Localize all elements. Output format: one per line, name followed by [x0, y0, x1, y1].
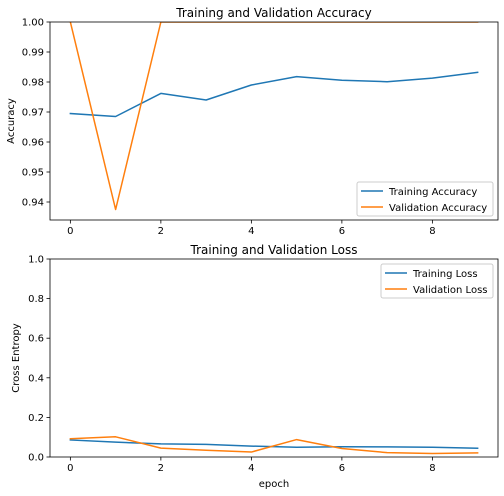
loss-y-tick-label: 0.0	[28, 453, 44, 464]
accuracy-subplot: Training and Validation Accuracy Accurac…	[6, 6, 499, 238]
acc-y-tick-label: 1.00	[22, 18, 44, 29]
acc-x-tick-label: 2	[158, 226, 164, 237]
acc-x-tick-label: 6	[339, 226, 345, 237]
loss-x-tick-label: 4	[248, 463, 254, 474]
loss-x-tick-label: 6	[339, 463, 345, 474]
accuracy-title: Training and Validation Accuracy	[175, 6, 371, 20]
loss-plot-frame	[49, 258, 499, 458]
loss-x-axis-label: epoch	[259, 479, 289, 490]
loss-ticks: 0 2 4 6 8 0.0 0.2 0.4 0.6 0.8 1.0	[28, 255, 435, 475]
acc-y-tick-label: 0.98	[22, 78, 44, 89]
accuracy-ticks: 0 2 4 6 8 0.94 0.95 0.96 0.97 0.98 0.99 1.00	[22, 18, 436, 238]
series-line-validation-accuracy	[69, 22, 479, 211]
legend-label-training-loss: Training Loss	[412, 269, 478, 280]
loss-x-tick-label: 0	[67, 463, 73, 474]
acc-y-tick-label: 0.95	[22, 168, 44, 179]
acc-x-tick-label: 8	[429, 226, 435, 237]
loss-x-tick-label: 2	[158, 463, 164, 474]
legend-label-validation-accuracy: Validation Accuracy	[389, 203, 487, 214]
loss-y-tick-label: 0.8	[28, 294, 44, 305]
acc-y-tick-label: 0.99	[22, 48, 44, 59]
accuracy-lines	[69, 22, 479, 211]
legend-label-validation-loss: Validation Loss	[413, 285, 488, 296]
acc-y-tick-label: 0.96	[22, 138, 44, 149]
accuracy-y-axis-label: Accuracy	[6, 98, 17, 144]
loss-y-tick-label: 0.6	[28, 334, 44, 345]
loss-x-tick-label: 8	[429, 463, 435, 474]
loss-legend: Training Loss Validation Loss	[380, 263, 494, 299]
accuracy-legend-box	[356, 181, 494, 217]
loss-lines	[69, 436, 479, 455]
series-line-training-accuracy	[69, 71, 479, 118]
loss-y-tick-label: 0.4	[28, 373, 44, 384]
loss-subplot: Training and Validation Loss Cross Entro…	[11, 243, 499, 490]
acc-y-tick-label: 0.94	[22, 198, 44, 209]
loss-y-tick-label: 0.2	[28, 413, 44, 424]
acc-x-tick-label: 4	[248, 226, 254, 237]
loss-y-axis-label: Cross Entropy	[11, 323, 22, 393]
loss-y-tick-label: 1.0	[28, 255, 44, 266]
series-line-validation-loss	[69, 436, 479, 455]
acc-y-tick-label: 0.97	[22, 108, 44, 119]
acc-x-tick-label: 0	[67, 226, 73, 237]
legend-label-training-accuracy: Training Accuracy	[388, 187, 477, 198]
loss-legend-box	[380, 263, 494, 299]
accuracy-legend: Training Accuracy Validation Accuracy	[356, 181, 494, 217]
accuracy-plot-frame	[49, 21, 499, 221]
loss-title: Training and Validation Loss	[190, 243, 358, 257]
